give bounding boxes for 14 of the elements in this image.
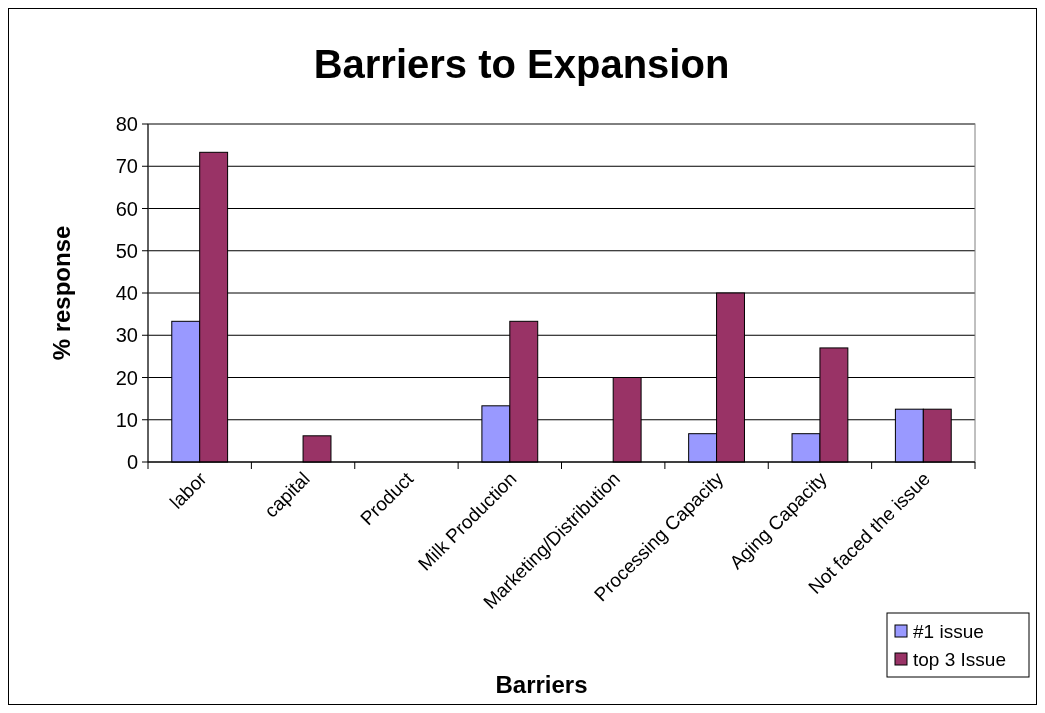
y-tick-label: 80 — [115, 113, 138, 135]
y-tick-label: 10 — [115, 408, 138, 431]
y-tick-label: 0 — [126, 451, 138, 473]
y-tick-label: 40 — [115, 282, 138, 304]
y-axis-title: % response — [48, 225, 75, 361]
x-axis-title: Barriers — [495, 671, 588, 698]
y-tick-label: 70 — [115, 155, 138, 178]
y-tick-label: 60 — [115, 197, 138, 220]
legend-label: top 3 Issue — [913, 648, 1006, 670]
legend-label: #1 issue — [913, 620, 984, 642]
y-tick-label: 20 — [115, 366, 138, 389]
y-tick-label: 50 — [115, 239, 138, 262]
chart-title: Barriers to Expansion — [313, 42, 730, 86]
y-tick-label: 30 — [115, 324, 138, 347]
